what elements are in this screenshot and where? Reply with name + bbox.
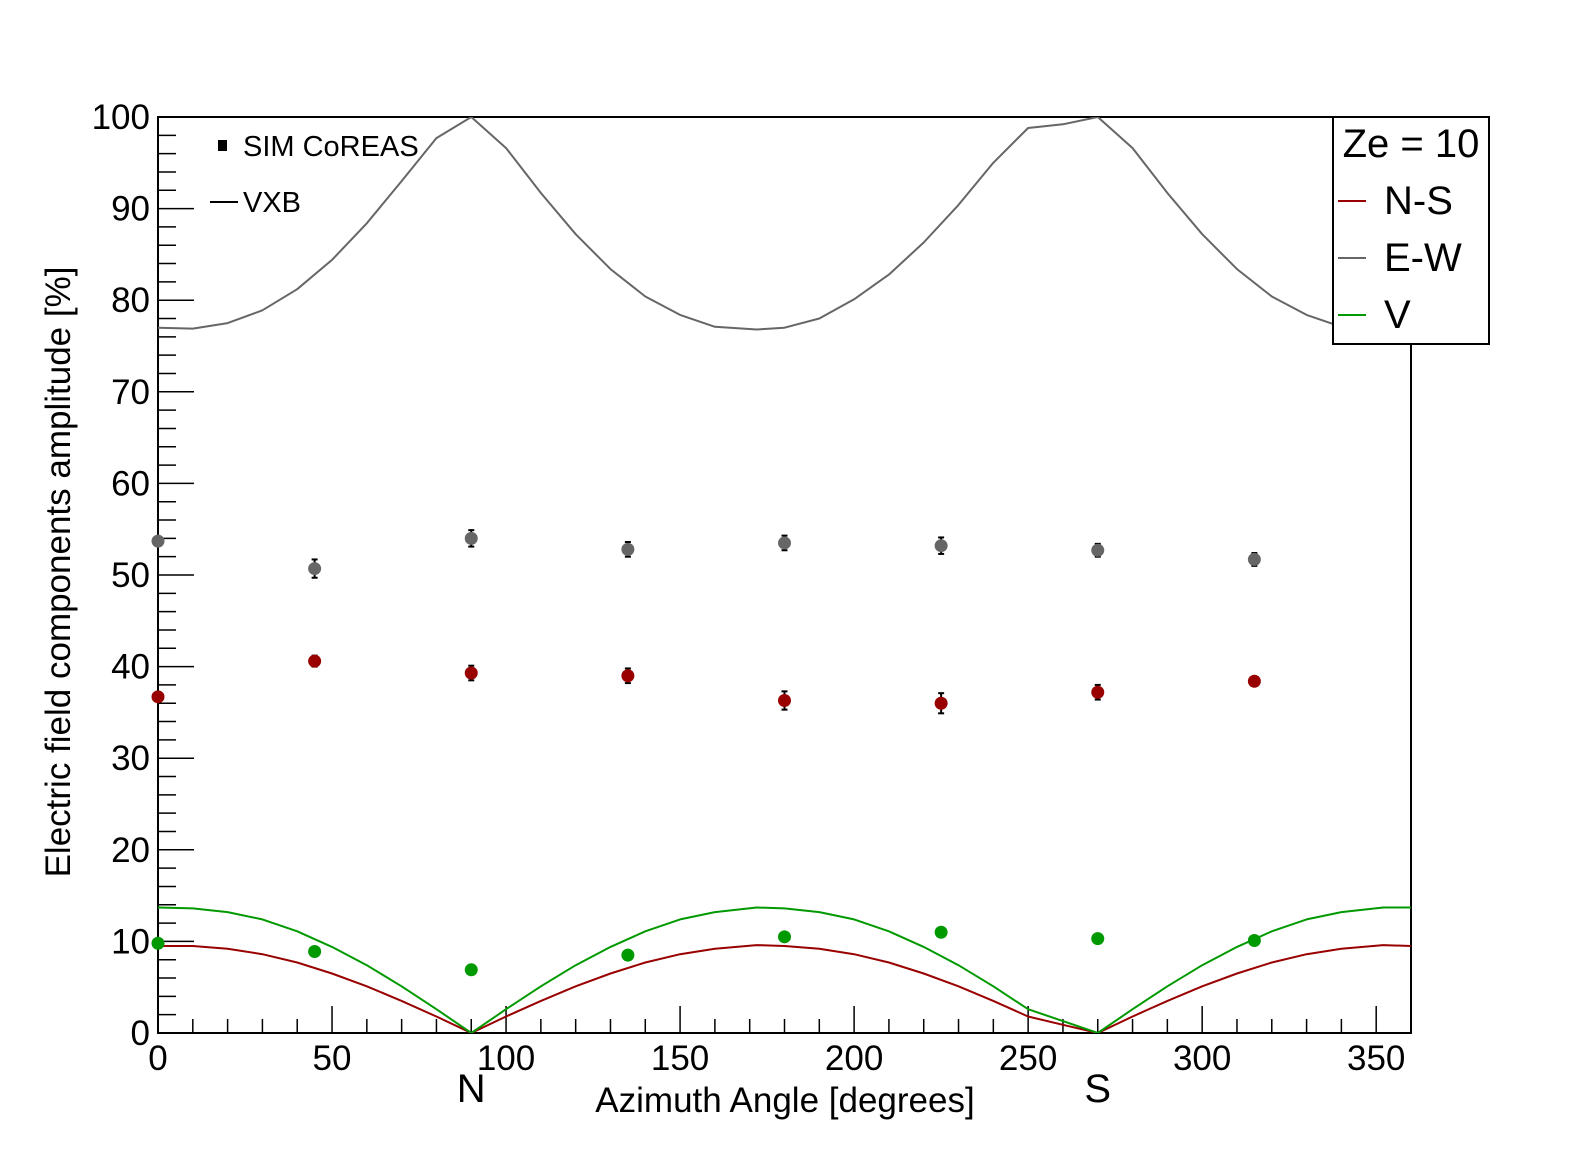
y-axis: 0 10 20 30 40 50 60 70 80 90 100 [92, 98, 194, 1053]
legend-components: Ze = 10 N-S E-W V [1332, 116, 1490, 345]
x-tick-label: 0 [148, 1039, 167, 1078]
y-tick-label: 50 [111, 556, 150, 595]
point-e-w [464, 531, 478, 545]
y-tick-label: 0 [131, 1014, 150, 1053]
x-tick-label: 50 [313, 1039, 352, 1078]
x-axis: 0 50 100 150 200 250 300 350 [148, 1006, 1412, 1078]
point-n-s [1091, 685, 1105, 699]
y-tick-label: 30 [111, 739, 150, 778]
point-v [621, 948, 635, 962]
y-tick-label: 80 [111, 281, 150, 320]
legend-title: Ze = 10 [1343, 122, 1480, 166]
point-v [151, 936, 165, 950]
y-tick-label: 40 [111, 648, 150, 687]
point-n-s [464, 666, 478, 680]
x-tick-label: 250 [999, 1039, 1057, 1078]
point-e-w [778, 536, 791, 550]
model-curves [158, 117, 1411, 1033]
point-e-w [1247, 552, 1261, 566]
curve-v [158, 906, 1411, 1033]
y-tick-label: 20 [111, 831, 150, 870]
point-v [778, 930, 791, 944]
point-n-s [1247, 674, 1261, 688]
y-tick-label: 90 [111, 190, 150, 229]
legend-label-ew: E-W [1384, 236, 1462, 280]
point-v [1247, 933, 1261, 947]
point-e-w [934, 539, 948, 553]
curve-e-w [158, 117, 1411, 331]
point-v [308, 944, 322, 958]
x-tick-label: 150 [651, 1039, 709, 1078]
direction-label-n: N [457, 1067, 486, 1111]
point-n-s [621, 669, 635, 683]
y-tick-label: 100 [92, 98, 150, 137]
point-n-s [308, 654, 322, 668]
point-v [464, 963, 478, 977]
point-e-w [621, 542, 635, 556]
legend-label-vxb: VXB [243, 187, 301, 219]
point-e-w [1091, 543, 1105, 557]
direction-label-s: S [1084, 1067, 1111, 1111]
point-n-s [778, 693, 791, 707]
x-tick-label: 350 [1347, 1039, 1405, 1078]
point-e-w [151, 534, 165, 548]
data-points [151, 529, 1261, 977]
y-tick-label: 70 [111, 373, 150, 412]
point-e-w [308, 562, 322, 576]
legend-label-v: V [1384, 293, 1411, 337]
point-v [1091, 932, 1105, 946]
x-tick-label: 300 [1173, 1039, 1231, 1078]
curve-n-s [158, 944, 1411, 1033]
legend-style: SIM CoREAS VXB [210, 131, 419, 219]
point-n-s [934, 696, 948, 710]
legend-marker-symbol [218, 140, 227, 151]
y-tick-label: 10 [111, 922, 150, 961]
y-axis-title: Electric field components amplitude [%] [39, 267, 78, 878]
legend-label-ns: N-S [1384, 179, 1453, 223]
legend-box [1332, 116, 1490, 345]
legend-label-sim: SIM CoREAS [243, 131, 419, 163]
x-axis-title: Azimuth Angle [degrees] [595, 1081, 974, 1120]
point-n-s [151, 690, 165, 704]
x-tick-label: 100 [477, 1039, 535, 1078]
point-v [934, 925, 948, 939]
x-tick-label: 200 [825, 1039, 883, 1078]
y-tick-label: 60 [111, 464, 150, 503]
